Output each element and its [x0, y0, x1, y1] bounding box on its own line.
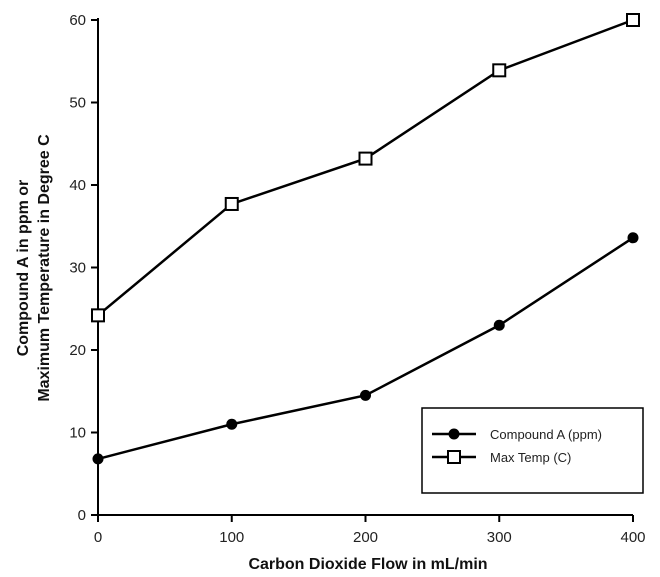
data-point-compound-a-ppm [494, 320, 505, 331]
data-point-max-temp-c [493, 64, 505, 76]
y-axis-title-line-1: Compound A in ppm or [15, 180, 32, 357]
legend-marker-compound-a [449, 429, 460, 440]
x-axis-title: Carbon Dioxide Flow in mL/min [248, 556, 487, 573]
data-point-max-temp-c [360, 153, 372, 165]
data-point-compound-a-ppm [628, 232, 639, 243]
y-axis-title: Compound A in ppm or Maximum Temperature… [15, 134, 53, 402]
y-axis-title-line-2: Maximum Temperature in Degree C [36, 134, 53, 402]
series-line-max-temp-c [98, 20, 633, 315]
legend-marker-max-temp [448, 451, 460, 463]
data-point-max-temp-c [226, 198, 238, 210]
x-tick-label: 400 [620, 529, 645, 546]
y-tick-label: 40 [69, 177, 86, 194]
data-point-compound-a-ppm [226, 419, 237, 430]
y-tick-label: 60 [69, 12, 86, 29]
y-tick-label: 10 [69, 425, 86, 442]
x-tick-label: 300 [487, 529, 512, 546]
data-point-max-temp-c [92, 309, 104, 321]
x-tick-label: 100 [219, 529, 244, 546]
x-ticks: 0 100 200 300 400 [94, 515, 646, 546]
y-tick-label: 20 [69, 342, 86, 359]
y-tick-label: 30 [69, 260, 86, 277]
x-tick-label: 0 [94, 529, 102, 546]
data-point-max-temp-c [627, 14, 639, 26]
legend-label-compound-a: Compound A (ppm) [490, 427, 602, 442]
y-tick-label: 0 [78, 507, 86, 524]
y-ticks: 0 10 20 30 40 50 60 [69, 12, 98, 524]
data-point-compound-a-ppm [360, 390, 371, 401]
y-tick-label: 50 [69, 95, 86, 112]
x-tick-label: 200 [353, 529, 378, 546]
data-point-compound-a-ppm [93, 453, 104, 464]
legend: Compound A (ppm) Max Temp (C) [422, 408, 643, 493]
legend-label-max-temp: Max Temp (C) [490, 450, 571, 465]
series-layer [92, 14, 639, 464]
